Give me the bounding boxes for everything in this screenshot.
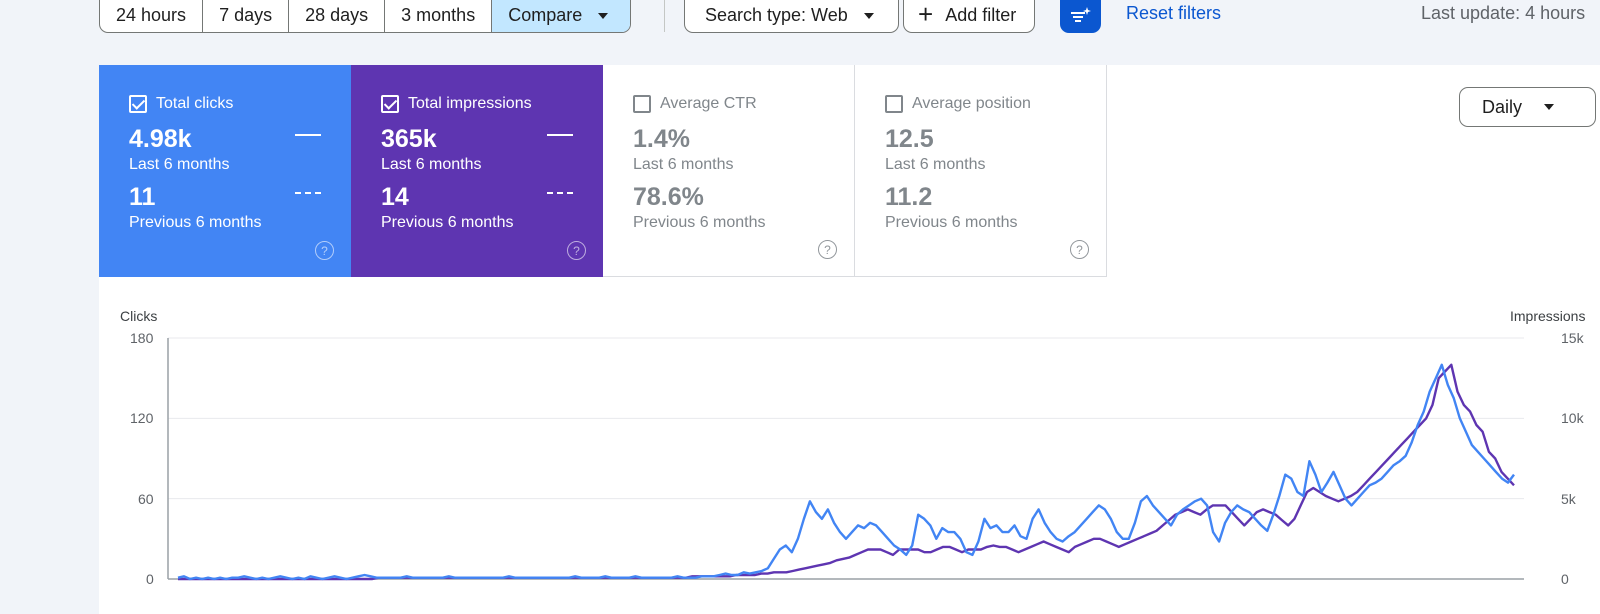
range-7-days-button[interactable]: 7 days: [203, 0, 290, 32]
metric-title: Average position: [912, 95, 1031, 112]
metric-prev-period: Previous 6 months: [381, 214, 514, 231]
legend-dashed-line: [295, 192, 321, 194]
right-tick-label: 15k: [1561, 330, 1584, 346]
metric-prev-value: 14: [381, 183, 409, 211]
metric-title: Total impressions: [408, 95, 532, 112]
metric-title: Total clicks: [156, 95, 234, 112]
add-filter-button[interactable]: + Add filter: [903, 0, 1036, 33]
metric-period: Last 6 months: [633, 156, 734, 173]
range-28-days-button[interactable]: 28 days: [289, 0, 386, 32]
toolbar-divider: [664, 0, 665, 32]
left-tick-label: 120: [130, 410, 154, 426]
clicks-series-line: [177, 363, 1515, 581]
legend-solid-line: [295, 134, 321, 136]
performance-chart: Clicks Impressions 180 120 60 0 15k 10k …: [99, 300, 1600, 614]
right-axis-title: Impressions: [1510, 308, 1586, 324]
left-axis-title: Clicks: [120, 308, 158, 324]
chevron-down-icon: [863, 12, 874, 19]
metric-card-average-ctr[interactable]: Average CTR 1.4% Last 6 months 78.6% Pre…: [603, 65, 855, 277]
help-icon[interactable]: ?: [818, 240, 837, 259]
metric-prev-period: Previous 6 months: [633, 214, 766, 231]
left-tick-label: 60: [138, 491, 154, 507]
compare-label: Compare: [508, 5, 583, 25]
metric-prev-period: Previous 6 months: [885, 214, 1018, 231]
chart-plot-area[interactable]: [99, 300, 1600, 614]
metric-value: 4.98k: [129, 125, 192, 153]
metric-prev-value: 11.2: [885, 183, 933, 211]
right-tick-label: 5k: [1561, 491, 1576, 507]
metric-period: Last 6 months: [129, 156, 230, 173]
metric-title: Average CTR: [660, 95, 757, 112]
metric-period: Last 6 months: [381, 156, 482, 173]
granularity-dropdown[interactable]: Daily: [1459, 87, 1596, 127]
right-tick-label: 10k: [1561, 410, 1584, 426]
metric-card-header: Average position: [885, 95, 1031, 113]
search-type-dropdown[interactable]: Search type: Web: [684, 0, 899, 33]
checkbox-checked-icon[interactable]: [129, 95, 147, 113]
metric-card-header: Average CTR: [633, 95, 757, 113]
metric-card-header: Total impressions: [381, 95, 532, 113]
left-tick-label: 0: [146, 571, 154, 587]
last-update-text: Last update: 4 hours: [1421, 3, 1586, 23]
chevron-down-icon: [598, 12, 609, 19]
reset-filters-link[interactable]: Reset filters: [1126, 3, 1222, 23]
metric-value: 365k: [381, 125, 437, 153]
search-type-label: Search type: Web: [705, 5, 848, 25]
chevron-down-icon: [1544, 104, 1555, 110]
metric-prev-period: Previous 6 months: [129, 214, 262, 231]
metric-card-header: Total clicks: [129, 95, 233, 113]
help-icon[interactable]: ?: [315, 241, 334, 260]
metric-card-total-clicks[interactable]: Total clicks 4.98k Last 6 months 11 Prev…: [99, 65, 351, 277]
smart-filter-button[interactable]: [1060, 0, 1101, 33]
checkbox-unchecked-icon[interactable]: [885, 95, 903, 113]
range-24-hours-button[interactable]: 24 hours: [100, 0, 204, 32]
metric-period: Last 6 months: [885, 156, 986, 173]
metric-prev-value: 11: [129, 183, 156, 211]
legend-dashed-line: [547, 192, 573, 194]
filter-sparkle-icon: [1070, 6, 1091, 22]
compare-dropdown[interactable]: Compare: [492, 0, 631, 32]
date-range-selector: 24 hours 7 days 28 days 3 months Compare: [99, 0, 632, 33]
granularity-label: Daily: [1482, 96, 1523, 117]
metric-value: 1.4%: [633, 125, 690, 153]
checkbox-checked-icon[interactable]: [381, 95, 399, 113]
add-filter-label: Add filter: [945, 5, 1017, 25]
range-3-months-button[interactable]: 3 months: [385, 0, 493, 32]
help-icon[interactable]: ?: [1070, 240, 1089, 259]
metric-prev-value: 78.6%: [633, 183, 704, 211]
legend-solid-line: [547, 134, 573, 136]
left-tick-label: 180: [130, 330, 154, 346]
metric-card-total-impressions[interactable]: Total impressions 365k Last 6 months 14 …: [351, 65, 603, 277]
metric-value: 12.5: [885, 125, 934, 153]
checkbox-unchecked-icon[interactable]: [633, 95, 651, 113]
help-icon[interactable]: ?: [567, 241, 586, 260]
metric-card-average-position[interactable]: Average position 12.5 Last 6 months 11.2…: [855, 65, 1107, 277]
plus-icon: +: [918, 0, 934, 29]
right-tick-label: 0: [1561, 571, 1569, 587]
